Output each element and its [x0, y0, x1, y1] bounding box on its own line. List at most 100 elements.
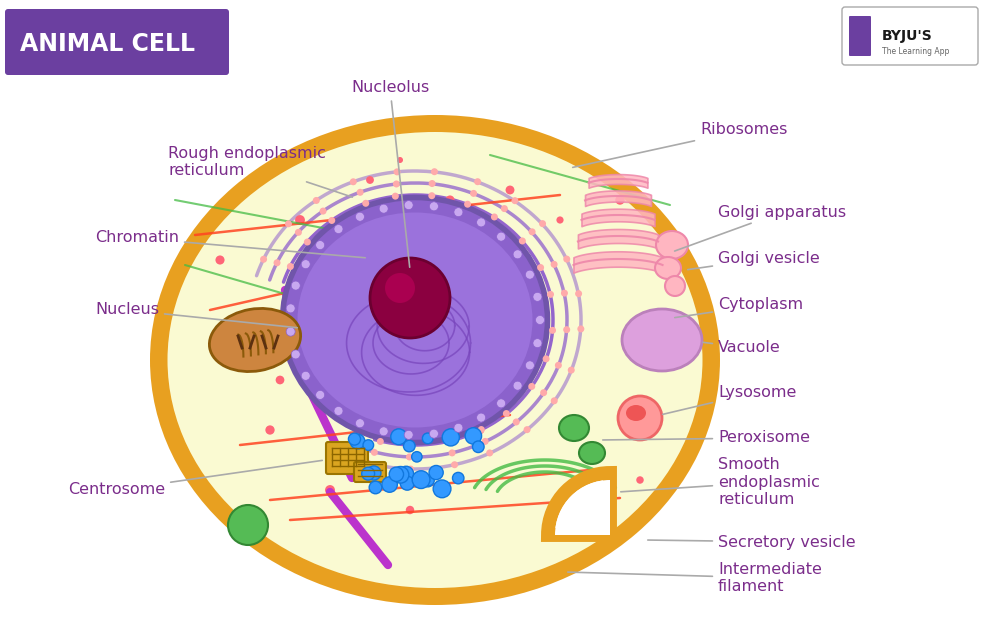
Text: Smooth
endoplasmic
reticulum: Smooth endoplasmic reticulum [620, 457, 820, 507]
Circle shape [512, 197, 519, 204]
Circle shape [357, 256, 364, 264]
Circle shape [556, 216, 563, 224]
Circle shape [304, 239, 311, 246]
Text: Intermediate
filament: Intermediate filament [568, 562, 822, 594]
Circle shape [313, 197, 320, 204]
Circle shape [577, 326, 584, 333]
Circle shape [537, 264, 544, 271]
Circle shape [367, 466, 381, 480]
Circle shape [433, 480, 451, 498]
Circle shape [276, 375, 285, 384]
Circle shape [453, 472, 464, 484]
Text: Secretory vesicle: Secretory vesicle [648, 534, 856, 549]
Circle shape [529, 383, 535, 390]
Circle shape [287, 327, 295, 336]
Circle shape [370, 449, 377, 456]
Circle shape [431, 168, 438, 175]
FancyBboxPatch shape [326, 442, 368, 474]
Circle shape [287, 304, 295, 313]
Circle shape [291, 350, 300, 359]
Circle shape [393, 168, 400, 175]
Circle shape [547, 291, 554, 298]
Ellipse shape [297, 212, 533, 428]
Circle shape [429, 466, 444, 479]
Circle shape [497, 232, 506, 241]
Ellipse shape [626, 405, 646, 421]
Circle shape [519, 238, 526, 244]
Text: Ribosomes: Ribosomes [573, 122, 787, 168]
Circle shape [476, 413, 486, 422]
Circle shape [363, 200, 370, 207]
Circle shape [540, 389, 547, 396]
Circle shape [356, 212, 365, 221]
Text: Rough endoplasmic
reticulum: Rough endoplasmic reticulum [168, 146, 353, 197]
Circle shape [350, 178, 357, 185]
Circle shape [350, 434, 365, 449]
Text: Golgi vesicle: Golgi vesicle [688, 251, 820, 270]
Circle shape [363, 440, 373, 450]
Circle shape [260, 256, 267, 263]
Circle shape [315, 241, 325, 249]
Circle shape [325, 485, 335, 495]
Circle shape [430, 429, 439, 438]
Ellipse shape [579, 442, 605, 464]
Circle shape [362, 467, 374, 480]
Circle shape [476, 218, 486, 227]
Circle shape [392, 193, 399, 200]
Circle shape [385, 273, 415, 303]
Wedge shape [548, 473, 610, 535]
Text: Peroxisome: Peroxisome [603, 430, 810, 445]
Circle shape [319, 208, 327, 215]
Circle shape [575, 290, 582, 297]
Circle shape [456, 336, 463, 344]
Circle shape [370, 258, 450, 338]
Circle shape [453, 423, 463, 432]
FancyBboxPatch shape [5, 9, 229, 75]
Circle shape [370, 481, 381, 494]
Circle shape [513, 250, 522, 259]
Circle shape [430, 202, 439, 211]
Circle shape [482, 438, 489, 445]
Circle shape [382, 477, 397, 492]
Circle shape [535, 316, 544, 324]
Circle shape [526, 270, 535, 279]
Circle shape [349, 433, 361, 445]
Circle shape [536, 347, 543, 353]
Circle shape [412, 471, 430, 488]
Circle shape [550, 398, 557, 404]
Ellipse shape [559, 415, 589, 441]
Ellipse shape [283, 197, 547, 442]
Ellipse shape [655, 257, 681, 279]
Circle shape [497, 399, 506, 408]
Circle shape [524, 426, 531, 433]
Circle shape [404, 200, 413, 210]
FancyBboxPatch shape [354, 462, 386, 482]
Circle shape [236, 316, 243, 323]
Circle shape [334, 406, 343, 415]
Circle shape [295, 215, 305, 225]
Circle shape [365, 459, 371, 467]
Circle shape [404, 430, 413, 439]
Circle shape [464, 201, 471, 208]
Circle shape [379, 427, 388, 436]
Text: Centrosome: Centrosome [68, 461, 322, 498]
Circle shape [287, 263, 293, 270]
Text: Cytoplasm: Cytoplasm [675, 297, 803, 318]
Circle shape [446, 195, 454, 205]
Circle shape [563, 326, 570, 333]
Circle shape [357, 189, 364, 196]
Circle shape [367, 176, 373, 184]
Circle shape [561, 290, 568, 297]
Circle shape [549, 327, 556, 334]
Circle shape [334, 224, 343, 234]
Circle shape [475, 426, 484, 434]
Text: ANIMAL CELL: ANIMAL CELL [20, 32, 195, 56]
Circle shape [513, 418, 520, 425]
Circle shape [550, 261, 557, 268]
Circle shape [474, 178, 481, 185]
Circle shape [563, 256, 570, 263]
Circle shape [423, 433, 433, 444]
Text: Vacuole: Vacuole [702, 340, 781, 355]
Circle shape [424, 475, 435, 486]
Circle shape [274, 260, 281, 266]
